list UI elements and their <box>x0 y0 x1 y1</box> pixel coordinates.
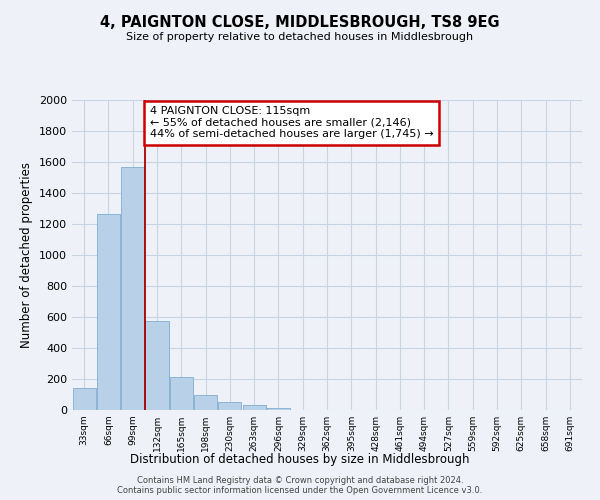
Bar <box>242 406 266 410</box>
Bar <box>267 408 290 410</box>
Bar <box>194 396 217 410</box>
Bar <box>121 166 144 410</box>
Text: Distribution of detached houses by size in Middlesbrough: Distribution of detached houses by size … <box>130 452 470 466</box>
Bar <box>97 214 120 410</box>
Text: Contains HM Land Registry data © Crown copyright and database right 2024.
Contai: Contains HM Land Registry data © Crown c… <box>118 476 482 495</box>
Text: Size of property relative to detached houses in Middlesbrough: Size of property relative to detached ho… <box>127 32 473 42</box>
Bar <box>170 376 193 410</box>
Bar <box>218 402 241 410</box>
Bar <box>73 388 95 410</box>
Text: 4, PAIGNTON CLOSE, MIDDLESBROUGH, TS8 9EG: 4, PAIGNTON CLOSE, MIDDLESBROUGH, TS8 9E… <box>100 15 500 30</box>
Text: 4 PAIGNTON CLOSE: 115sqm
← 55% of detached houses are smaller (2,146)
44% of sem: 4 PAIGNTON CLOSE: 115sqm ← 55% of detach… <box>150 106 433 140</box>
Y-axis label: Number of detached properties: Number of detached properties <box>20 162 34 348</box>
Bar <box>145 321 169 410</box>
